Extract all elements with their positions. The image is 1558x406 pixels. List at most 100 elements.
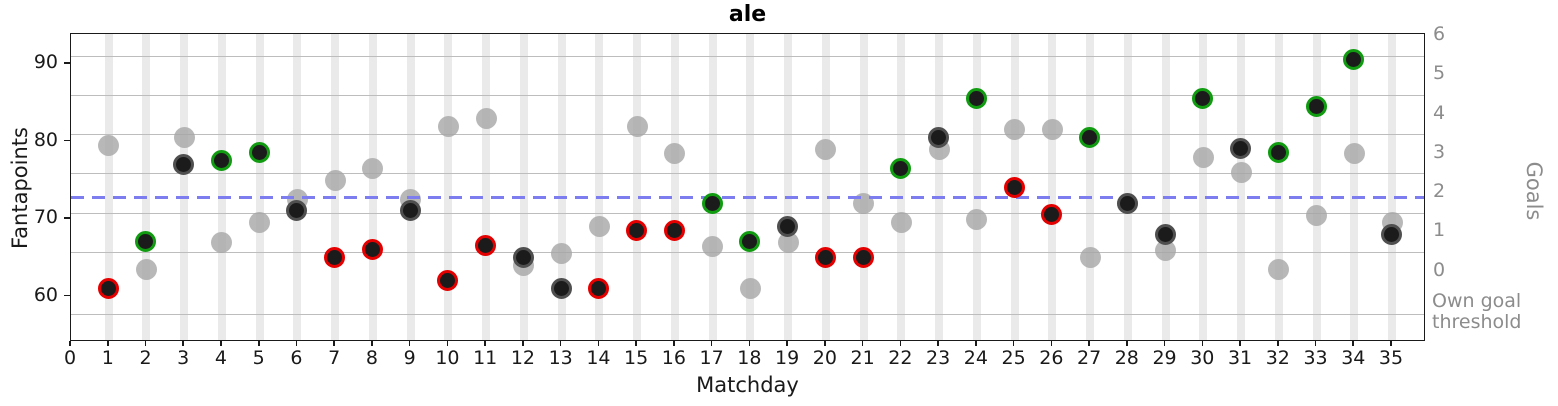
x-tick-label: 27 (1076, 347, 1102, 369)
matchday-gridline-band (1388, 34, 1397, 340)
data-point-fantapoints (701, 192, 723, 214)
matchday-gridline-band (784, 34, 793, 340)
x-tick-label: 34 (1341, 347, 1366, 369)
x-tick-label: 25 (1001, 347, 1026, 369)
matchday-gridline-band (1199, 34, 1208, 340)
matchday-gridline-band (670, 34, 679, 340)
data-point-gray (739, 278, 761, 300)
x-tick-label: 13 (548, 347, 573, 369)
goals-tick-label: 2 (1433, 180, 1446, 202)
matchday-gridline-band (708, 34, 717, 340)
x-tick-mark (69, 341, 71, 346)
data-point-fantapoints (512, 246, 534, 268)
matchday-gridline-band (444, 34, 453, 340)
matchday-gridline-band (1161, 34, 1170, 340)
x-tick-label: 2 (139, 347, 152, 369)
goal-gridline (71, 212, 1424, 214)
x-tick-label: 18 (737, 347, 762, 369)
y-tick-mark (64, 294, 70, 297)
y-tick-label: 90 (33, 51, 58, 73)
matchday-gridline-band (368, 34, 377, 340)
data-point-fantapoints (1116, 192, 1138, 214)
matchday-gridline-band (972, 34, 981, 340)
matchday-gridline-band (255, 34, 264, 340)
y-tick-mark (64, 139, 70, 142)
data-point-gray (777, 231, 799, 253)
x-tick-mark (1390, 341, 1392, 346)
matchday-gridline-band (859, 34, 868, 340)
x-tick-mark (257, 341, 260, 346)
data-point-fantapoints (1079, 126, 1101, 148)
data-point-gray (664, 142, 686, 164)
goals-tick-label: 6 (1433, 23, 1446, 45)
x-tick-label: 11 (473, 347, 498, 369)
data-point-fantapoints (1041, 204, 1063, 226)
matchday-gridline-band (1274, 34, 1283, 340)
x-tick-mark (597, 341, 600, 346)
x-tick-label: 28 (1114, 347, 1139, 369)
plot-area (70, 33, 1425, 341)
y-tick-label: 60 (33, 283, 58, 306)
x-tick-mark (1276, 341, 1279, 346)
x-tick-mark (937, 341, 939, 346)
matchday-gridline-band (595, 34, 604, 340)
data-point-gray (1041, 119, 1063, 141)
data-point-gray (1079, 247, 1101, 269)
data-point-fantapoints (324, 246, 346, 268)
goals-tick-label: 4 (1433, 101, 1446, 124)
data-point-fantapoints (475, 235, 497, 257)
data-point-gray (588, 216, 610, 238)
x-tick-mark (295, 341, 298, 346)
x-tick-label: 33 (1303, 347, 1328, 369)
data-point-gray (173, 127, 195, 149)
matchday-gridline-band (1086, 34, 1095, 340)
x-tick-mark (1163, 341, 1166, 346)
data-point-fantapoints (1305, 95, 1327, 117)
data-point-fantapoints (135, 231, 157, 253)
goal-gridline (71, 55, 1424, 57)
x-tick-label: 10 (435, 347, 460, 369)
x-tick-mark (748, 341, 751, 346)
y-axis-left-label: Fantapoints (8, 127, 32, 249)
data-point-gray (815, 138, 837, 160)
data-point-fantapoints (210, 149, 232, 171)
data-point-gray (1004, 119, 1026, 141)
data-point-gray (211, 231, 233, 253)
goals-tick-label: 3 (1433, 140, 1446, 163)
goals-tick-label: 0 (1433, 258, 1446, 281)
matchday-gridline-band (180, 34, 189, 340)
data-point-fantapoints (1267, 142, 1289, 164)
x-tick-label: 0 (63, 347, 77, 369)
matchday-gridline-band (821, 34, 830, 340)
x-tick-label: 26 (1039, 347, 1064, 369)
goals-tick-label: 1 (1433, 219, 1446, 242)
data-point-gray (1192, 146, 1214, 168)
x-tick-mark (861, 341, 864, 346)
data-point-gray (702, 235, 724, 257)
data-point-fantapoints (588, 277, 610, 299)
data-point-fantapoints (814, 246, 836, 268)
matchday-gridline-band (519, 34, 528, 340)
data-point-gray (890, 212, 912, 234)
chart-title: ale (728, 2, 767, 27)
y-tick-mark (64, 217, 70, 219)
data-point-gray (966, 208, 988, 230)
matchday-gridline-band (293, 34, 302, 340)
x-tick-mark (220, 341, 222, 346)
x-tick-label: 15 (624, 347, 649, 369)
y-tick-label: 70 (33, 206, 58, 228)
matchday-gridline-band (1350, 34, 1359, 340)
threshold-dashed-line (71, 195, 1424, 199)
data-point-fantapoints (399, 200, 421, 222)
x-tick-label: 7 (328, 347, 341, 369)
x-tick-label: 31 (1227, 347, 1253, 369)
matchday-gridline-band (1312, 34, 1321, 340)
x-tick-label: 16 (661, 347, 686, 369)
x-tick-mark (144, 341, 147, 346)
data-point-gray (1230, 162, 1252, 183)
x-tick-mark (1314, 341, 1317, 346)
y-tick-label: 80 (33, 128, 58, 151)
x-tick-label: 19 (775, 347, 800, 369)
x-tick-label: 9 (403, 347, 416, 369)
